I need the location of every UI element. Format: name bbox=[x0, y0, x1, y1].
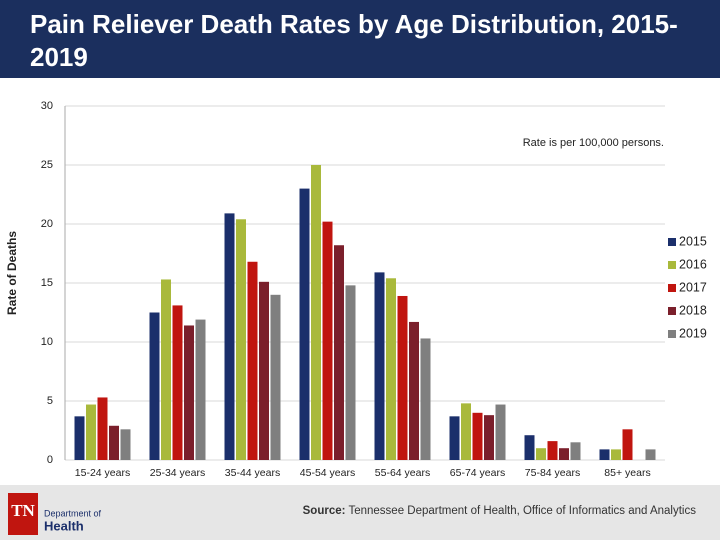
y-tick-label: 5 bbox=[47, 395, 53, 407]
y-tick-label: 25 bbox=[41, 159, 53, 171]
bar bbox=[311, 165, 321, 460]
bar bbox=[86, 404, 96, 460]
bar bbox=[397, 295, 408, 460]
source: Source: Tennessee Department of Health, … bbox=[303, 505, 697, 517]
y-tick-label: 30 bbox=[41, 100, 53, 112]
bar bbox=[334, 245, 344, 460]
bar bbox=[524, 435, 535, 460]
bar bbox=[120, 429, 131, 460]
bar bbox=[420, 338, 431, 460]
x-tick-label: 85+ years bbox=[604, 467, 650, 479]
legend-swatch bbox=[668, 238, 676, 246]
y-tick-label: 15 bbox=[41, 277, 53, 289]
bar bbox=[184, 325, 194, 460]
bar bbox=[161, 279, 171, 460]
x-tick-label: 35-44 years bbox=[225, 467, 280, 479]
bar bbox=[386, 278, 396, 460]
bar bbox=[599, 449, 610, 460]
bar bbox=[472, 412, 483, 460]
bar bbox=[224, 213, 235, 460]
legend-label: 2018 bbox=[679, 303, 707, 317]
bar bbox=[236, 219, 246, 460]
bar bbox=[345, 285, 356, 460]
legend-label: 2017 bbox=[679, 280, 707, 294]
bar bbox=[172, 305, 183, 460]
bar bbox=[547, 441, 558, 460]
y-tick-label: 0 bbox=[47, 454, 53, 466]
x-tick-label: 55-64 years bbox=[375, 467, 430, 479]
y-tick-label: 10 bbox=[41, 336, 53, 348]
annotation: Rate is per 100,000 persons. bbox=[523, 137, 664, 149]
bar bbox=[536, 448, 546, 460]
bar bbox=[461, 403, 471, 460]
bar bbox=[322, 221, 333, 460]
bar bbox=[270, 294, 281, 460]
legend-swatch bbox=[668, 307, 676, 315]
bar bbox=[109, 425, 119, 460]
bar bbox=[299, 188, 310, 460]
bar bbox=[149, 312, 160, 460]
legend-swatch bbox=[668, 330, 676, 338]
bar bbox=[374, 272, 385, 460]
source-text: Tennessee Department of Health, Office o… bbox=[348, 505, 696, 517]
logo-block bbox=[8, 493, 38, 535]
y-axis-label: Rate of Deaths bbox=[5, 231, 19, 315]
bar bbox=[570, 442, 581, 460]
logo-line1: Department of bbox=[44, 508, 102, 518]
bar bbox=[622, 429, 633, 460]
bar bbox=[259, 281, 269, 460]
logo-line2: Health bbox=[44, 518, 84, 533]
x-tick-label: 75-84 years bbox=[525, 467, 580, 479]
bar bbox=[74, 416, 85, 460]
legend-label: 2015 bbox=[679, 234, 707, 248]
bar bbox=[611, 449, 621, 460]
bar bbox=[484, 415, 494, 460]
bar bbox=[559, 448, 569, 460]
x-tick-label: 25-34 years bbox=[150, 467, 205, 479]
chart-title: Pain Reliever Death Rates by Age Distrib… bbox=[30, 9, 678, 72]
legend-swatch bbox=[668, 261, 676, 269]
bar bbox=[97, 397, 108, 460]
bar bbox=[645, 449, 656, 460]
legend-label: 2019 bbox=[679, 326, 707, 340]
y-tick-label: 20 bbox=[41, 218, 53, 230]
legend-swatch bbox=[668, 284, 676, 292]
footer-band bbox=[0, 485, 720, 540]
title-bar bbox=[0, 0, 720, 78]
legend-label: 2016 bbox=[679, 257, 707, 271]
bar bbox=[195, 319, 206, 460]
title-box: Pain Reliever Death Rates by Age Distrib… bbox=[30, 9, 678, 72]
x-tick-label: 15-24 years bbox=[75, 467, 130, 479]
bar bbox=[247, 261, 258, 460]
logo-mark: TN bbox=[11, 501, 35, 520]
x-tick-label: 65-74 years bbox=[450, 467, 505, 479]
bar bbox=[409, 321, 419, 460]
x-tick-label: 45-54 years bbox=[300, 467, 355, 479]
source-label: Source: bbox=[303, 505, 346, 517]
bar bbox=[449, 416, 460, 460]
bar bbox=[495, 404, 506, 460]
